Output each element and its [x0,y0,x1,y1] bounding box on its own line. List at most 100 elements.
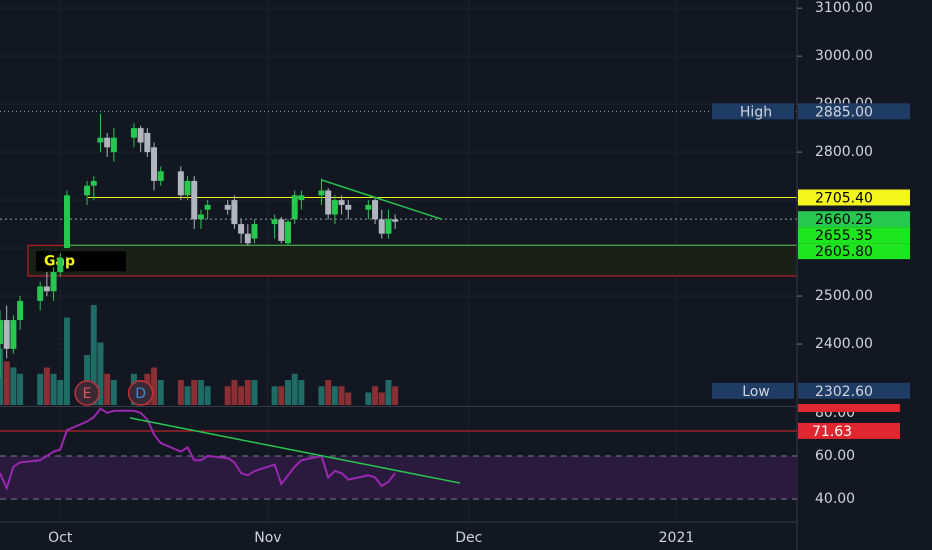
candle-body [177,171,184,196]
volume-bar [17,373,24,405]
volume-bar [392,386,399,405]
candle-body [57,257,64,273]
volume-bar [385,380,392,405]
candle-body [278,219,285,241]
y-tick-label: 2500.00 [815,288,873,304]
volume-bar [224,386,231,405]
candle-body [137,128,144,143]
volume-bar [244,380,251,405]
candle-body [331,200,338,215]
volume-bar [57,380,64,405]
candle-body [385,219,392,234]
candle-body [392,219,399,222]
candle-body [197,214,204,220]
rsi-trendline [129,417,461,484]
candle-body [378,219,385,234]
volume-bar [104,373,111,405]
candle-body [10,320,17,349]
candle-body [104,137,111,148]
x-tick-label: Dec [455,530,482,546]
rsi-line [0,407,396,492]
x-tick-label: 2021 [659,530,695,546]
volume-bar [231,380,238,405]
candle-body [244,233,251,244]
price-tag [798,243,910,260]
volume-bar [338,386,345,405]
trendline [321,179,443,221]
candle-body [37,286,44,301]
volume-bar [3,361,10,405]
volume-bar [284,380,291,405]
volume-bar [251,380,258,405]
price-tag [798,227,910,244]
candle-body [0,320,3,345]
volume-bar [37,373,44,405]
price-tag-label: 2885.00 [815,104,873,120]
price-tag-label: 2302.60 [815,384,873,400]
candle-body [271,219,278,225]
candle-body [110,137,117,153]
candle-body [151,147,158,181]
y-tick-label: 3000.00 [815,48,873,64]
candle-body [338,200,345,205]
candle-body [224,204,231,210]
volume-bar [378,392,385,405]
rsi-band [0,455,797,499]
volume-bar [151,367,158,405]
rsi-level-label: 71.63 [812,424,852,440]
volume-bar [238,386,245,405]
candle-body [231,200,238,225]
volume-bar [63,317,70,405]
price-tag-label: 2605.80 [815,244,873,260]
candle-body [238,224,245,234]
rsi-top-tag [798,404,900,412]
price-tag [798,189,910,206]
candle-body [284,221,291,244]
candle-body [144,132,151,153]
event-marker [127,380,154,406]
price-tag-name-box [712,103,794,120]
volume-bar [43,367,50,405]
candle-body [345,204,352,210]
price-tag [798,211,910,228]
volume-bar [157,380,164,405]
event-marker [74,380,100,406]
volume-bar [298,380,305,405]
volume-bar [365,392,372,405]
y-tick-label: 3100.00 [815,0,873,16]
candle-body [63,195,70,249]
volume-bar [204,386,211,405]
event-label: D [135,386,146,402]
volume-bar [184,386,191,405]
volume-bar [0,348,3,405]
x-tick-label: Oct [48,530,73,546]
price-tag-name: High [740,104,772,120]
volume-bar [271,386,278,405]
rsi-tick-label: 60.00 [815,448,855,464]
volume-bar [10,367,17,405]
candle-body [325,190,332,215]
price-tag-label: 2660.25 [815,212,873,228]
volume-bar [345,392,352,405]
volume-bar [331,386,338,405]
rsi-tick-label: 40.00 [815,491,855,507]
volume-bar [278,386,285,405]
volume-bar [318,386,325,405]
volume-bar [50,373,57,405]
candle-body [50,272,57,292]
candle-body [298,195,305,201]
volume-bar [191,380,198,405]
volume-bar [110,380,117,405]
candle-body [365,204,372,210]
volume-bar [177,380,184,405]
y-tick-label: 2400.00 [815,336,873,352]
candle-body [3,320,10,349]
candle-body [191,180,198,220]
volume-bar [372,386,379,405]
volume-bar [197,380,204,405]
candle-body [318,190,325,196]
volume-bar [84,355,91,405]
y-tick-label: 2800.00 [815,144,873,160]
rsi-level-tag [798,422,900,439]
